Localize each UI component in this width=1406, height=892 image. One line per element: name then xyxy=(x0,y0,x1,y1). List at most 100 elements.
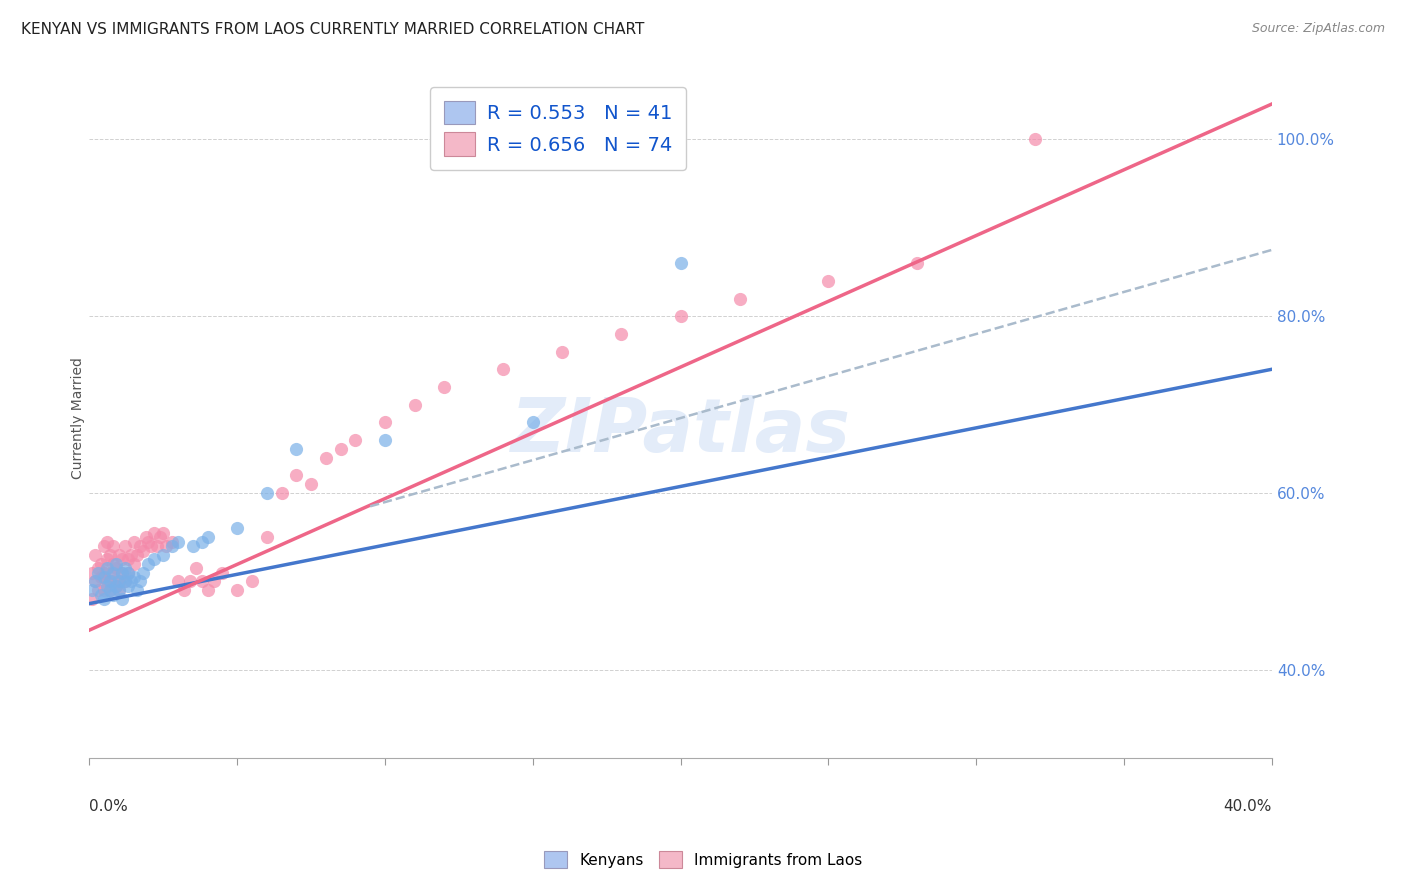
Point xyxy=(128,574,150,589)
Point xyxy=(82,583,104,598)
Point xyxy=(108,574,131,589)
Point xyxy=(128,539,150,553)
Point xyxy=(84,574,107,589)
Point xyxy=(90,570,112,584)
Point xyxy=(226,583,249,598)
Point xyxy=(101,557,124,571)
Legend: Kenyans, Immigrants from Laos: Kenyans, Immigrants from Laos xyxy=(536,844,870,875)
Point xyxy=(93,583,115,598)
Point xyxy=(104,557,127,571)
Point xyxy=(155,539,177,553)
Point xyxy=(96,561,118,575)
Point xyxy=(90,557,112,571)
Text: 40.0%: 40.0% xyxy=(1223,799,1272,814)
Point xyxy=(270,486,292,500)
Point xyxy=(93,539,115,553)
Point xyxy=(344,433,367,447)
Text: ZIPatlas: ZIPatlas xyxy=(510,395,851,468)
Point xyxy=(101,566,124,580)
Point xyxy=(226,521,249,535)
Point xyxy=(181,539,204,553)
Point xyxy=(114,539,136,553)
Point xyxy=(138,534,160,549)
Point xyxy=(93,570,115,584)
Point xyxy=(374,415,396,429)
Point xyxy=(125,548,148,562)
Point xyxy=(87,583,110,598)
Point xyxy=(211,566,233,580)
Point xyxy=(122,570,145,584)
Point xyxy=(160,539,183,553)
Point xyxy=(146,539,169,553)
Point xyxy=(149,530,172,544)
Point xyxy=(551,344,574,359)
Point xyxy=(190,534,212,549)
Point xyxy=(104,579,127,593)
Point xyxy=(905,256,928,270)
Point xyxy=(160,534,183,549)
Point xyxy=(202,574,225,589)
Point xyxy=(93,566,115,580)
Point xyxy=(256,530,278,544)
Point xyxy=(114,561,136,575)
Point xyxy=(299,477,322,491)
Point xyxy=(87,561,110,575)
Point xyxy=(190,574,212,589)
Point xyxy=(131,566,153,580)
Point xyxy=(152,525,174,540)
Point xyxy=(522,415,544,429)
Point xyxy=(669,309,692,323)
Point xyxy=(93,592,115,607)
Point xyxy=(117,579,139,593)
Point xyxy=(120,574,142,589)
Y-axis label: Currently Married: Currently Married xyxy=(72,357,86,479)
Point xyxy=(98,548,121,562)
Legend: R = 0.553   N = 41, R = 0.656   N = 74: R = 0.553 N = 41, R = 0.656 N = 74 xyxy=(430,87,686,169)
Point xyxy=(1024,132,1046,146)
Point xyxy=(184,561,207,575)
Point xyxy=(84,574,107,589)
Point xyxy=(96,579,118,593)
Point xyxy=(122,534,145,549)
Point xyxy=(167,574,190,589)
Point xyxy=(114,574,136,589)
Point xyxy=(98,583,121,598)
Point xyxy=(108,583,131,598)
Point xyxy=(96,534,118,549)
Point xyxy=(120,548,142,562)
Point xyxy=(143,525,166,540)
Point xyxy=(240,574,263,589)
Point xyxy=(117,566,139,580)
Point xyxy=(96,574,118,589)
Point xyxy=(197,583,219,598)
Point xyxy=(135,530,157,544)
Point xyxy=(98,574,121,589)
Point xyxy=(101,588,124,602)
Point xyxy=(817,274,839,288)
Point xyxy=(101,539,124,553)
Point xyxy=(122,557,145,571)
Point xyxy=(104,561,127,575)
Point xyxy=(111,592,134,607)
Point xyxy=(82,566,104,580)
Point xyxy=(329,442,352,456)
Point xyxy=(98,566,121,580)
Point xyxy=(173,583,195,598)
Point xyxy=(179,574,201,589)
Point xyxy=(492,362,515,376)
Point xyxy=(433,380,456,394)
Point xyxy=(125,583,148,598)
Point xyxy=(108,574,131,589)
Point xyxy=(285,468,308,483)
Point xyxy=(152,548,174,562)
Point xyxy=(111,566,134,580)
Point xyxy=(96,552,118,566)
Point xyxy=(104,579,127,593)
Point xyxy=(108,548,131,562)
Point xyxy=(111,566,134,580)
Point xyxy=(404,398,426,412)
Point xyxy=(610,326,633,341)
Point xyxy=(82,592,104,607)
Point xyxy=(728,292,751,306)
Point xyxy=(117,566,139,580)
